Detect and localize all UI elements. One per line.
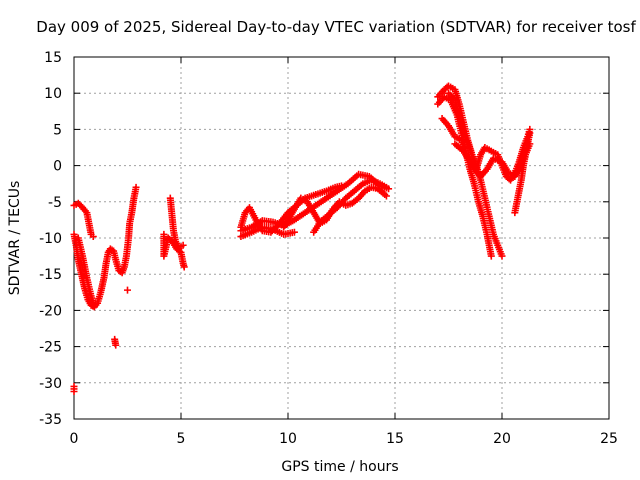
series-arc12 [310, 176, 390, 236]
series-arc3 [74, 234, 98, 311]
data-point [90, 303, 98, 311]
y-tick-label: -20 [39, 303, 62, 319]
series-arc6 [160, 230, 188, 271]
x-tick-label: 10 [279, 431, 297, 447]
data-point [382, 192, 390, 200]
data-point [124, 286, 131, 294]
y-tick-label: -15 [39, 267, 62, 283]
series-arc7 [166, 194, 187, 253]
data-markers [70, 82, 534, 395]
data-point [526, 129, 534, 137]
data-point [70, 387, 78, 395]
y-tick-label: 5 [53, 122, 62, 138]
x-tick-label: 0 [70, 431, 79, 447]
data-point [89, 233, 97, 241]
series-arc5 [70, 382, 78, 395]
data-point [498, 252, 506, 260]
y-tick-label: 15 [44, 50, 62, 66]
y-tick-label: -30 [39, 376, 62, 392]
series-arc18 [511, 129, 534, 217]
y-tick-label: -5 [48, 195, 62, 211]
y-tick-label: -35 [39, 412, 62, 428]
y-tick-label: -10 [39, 231, 62, 247]
axis-ticks: 0 5 10 15 20 25 15 10 5 0 -5 -10 -15 -20 -25 -30 -35 [39, 50, 618, 447]
x-tick-label: 15 [386, 431, 404, 447]
data-point [179, 241, 187, 249]
data-point [112, 341, 120, 349]
data-point [382, 183, 390, 191]
grid-lines [74, 57, 609, 419]
y-tick-label: -25 [39, 340, 62, 356]
series-arc1 [70, 199, 97, 241]
x-tick-label: 25 [600, 431, 618, 447]
x-axis-label: GPS time / hours [281, 459, 398, 475]
series-arc10 [237, 182, 345, 236]
chart-title: Day 009 of 2025, Sidereal Day-to-day VTE… [36, 18, 636, 36]
y-tick-label: 10 [44, 86, 62, 102]
y-axis-label: SDTVAR / TECUs [7, 181, 23, 296]
y-tick-label: 0 [53, 159, 62, 175]
data-point [338, 182, 345, 190]
x-tick-label: 20 [493, 431, 511, 447]
x-tick-label: 5 [177, 431, 186, 447]
series-arc4 [111, 286, 131, 349]
data-point [180, 263, 188, 271]
data-point [487, 252, 495, 260]
data-point [290, 228, 298, 236]
data-point [132, 183, 140, 191]
